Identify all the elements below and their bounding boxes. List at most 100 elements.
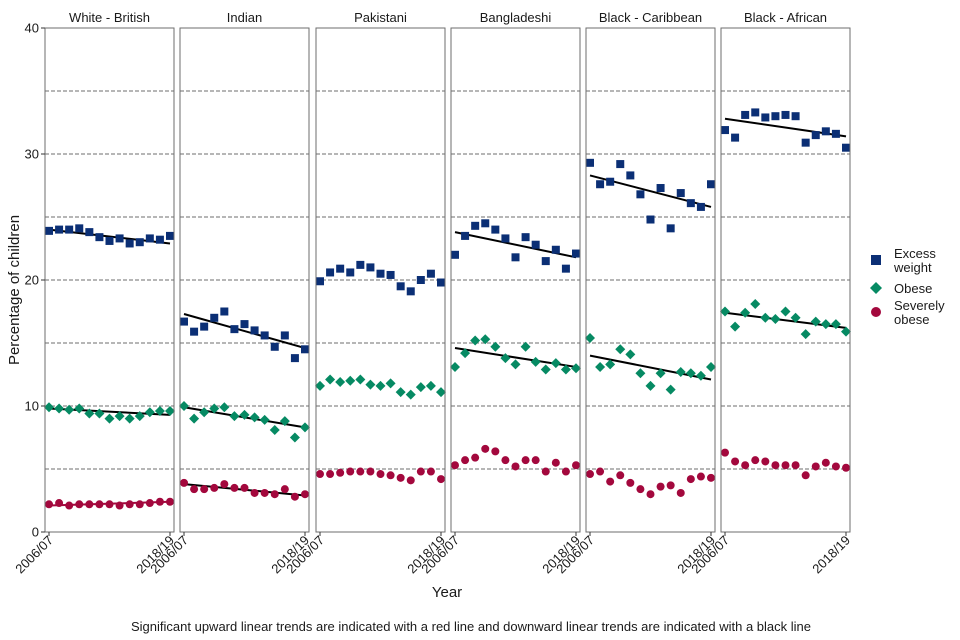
excess-weight-point xyxy=(501,234,510,243)
excess-weight-point xyxy=(741,110,750,119)
excess-weight-point xyxy=(115,234,124,243)
panel-border xyxy=(179,27,310,533)
excess-weight-point xyxy=(721,126,729,135)
excess-weight-point xyxy=(606,177,615,186)
y-tick-label: 40 xyxy=(25,21,39,36)
x-axis-title: Year xyxy=(432,584,462,601)
obese-point xyxy=(720,306,730,317)
excess-trend-line xyxy=(183,313,306,350)
y-tick-label: 30 xyxy=(25,147,39,162)
obese-point xyxy=(199,407,210,418)
severely-obese-point xyxy=(616,471,625,480)
obese-point xyxy=(144,407,155,418)
obese-point xyxy=(730,321,741,332)
excess-weight-point xyxy=(346,268,355,277)
severely-obese-point xyxy=(521,456,530,465)
excess-weight-point xyxy=(551,245,560,254)
severely-obese-point xyxy=(696,472,705,481)
severely-obese-point xyxy=(842,463,850,472)
obese-point xyxy=(259,414,270,425)
legend-label: obese xyxy=(894,312,929,327)
excess-weight-point xyxy=(561,264,570,273)
obese-point xyxy=(114,411,125,422)
excess-weight-point xyxy=(200,322,209,331)
excess-weight-point xyxy=(511,253,520,262)
severely-obese-point xyxy=(731,457,740,466)
obese-point xyxy=(830,319,841,330)
severely-obese-point xyxy=(437,475,445,484)
severely-obese-point xyxy=(376,470,385,479)
severely-obese-point xyxy=(145,499,154,508)
severely-obese-point xyxy=(471,453,480,462)
excess-weight-point xyxy=(572,249,580,258)
severely-obese-point xyxy=(586,470,594,479)
obese-point xyxy=(841,326,851,337)
excess-weight-point xyxy=(301,345,309,354)
obese-point xyxy=(706,361,716,372)
excess-weight-point xyxy=(586,158,594,167)
excess-weight-point xyxy=(471,221,480,230)
severely-obese-point xyxy=(791,461,800,470)
obese-point xyxy=(436,387,446,398)
obese-point xyxy=(84,408,95,419)
severely-obese-point xyxy=(115,501,124,510)
severely-obese-point xyxy=(561,467,570,476)
severely-obese-point xyxy=(356,467,365,476)
obese-point xyxy=(470,335,481,346)
excess-weight-point xyxy=(761,113,770,122)
severely-obese-point xyxy=(761,457,770,466)
severely-obese-point xyxy=(811,462,820,471)
severely-obese-point xyxy=(125,500,134,509)
x-tick-label: 2018/19 xyxy=(809,533,853,577)
severely-obese-point xyxy=(250,488,259,497)
obese-point xyxy=(770,314,781,325)
severely-obese-point xyxy=(451,461,459,470)
obese-point xyxy=(655,368,666,379)
excess-weight-point xyxy=(386,270,395,279)
obese-point xyxy=(415,382,426,393)
severely-obese-point xyxy=(531,456,540,465)
obese-point xyxy=(124,413,135,424)
severely-obese-point xyxy=(686,475,695,484)
legend-label: Excess xyxy=(894,246,936,261)
excess-weight-point xyxy=(751,108,760,117)
panel-border xyxy=(720,27,851,533)
excess-weight-point xyxy=(791,112,800,121)
obese-point xyxy=(335,377,346,388)
obese-point xyxy=(790,312,801,323)
excess-weight-point xyxy=(626,171,635,180)
excess-weight-point xyxy=(481,219,490,228)
severely-obese-point xyxy=(831,462,840,471)
obese-point xyxy=(585,332,595,343)
excess-weight-point xyxy=(316,277,324,286)
severely-obese-point xyxy=(316,470,324,479)
obese-point xyxy=(520,341,531,352)
obese-point xyxy=(450,361,460,372)
facet-label: White - British xyxy=(69,10,150,25)
excess-weight-point xyxy=(155,235,164,244)
severely-obese-point xyxy=(801,471,810,480)
severely-obese-point xyxy=(416,467,425,476)
excess-weight-point xyxy=(771,112,780,121)
obese-point xyxy=(540,364,551,375)
y-axis-title: Percentage of children xyxy=(6,215,23,365)
excess-weight-point xyxy=(801,138,810,147)
severely-obese-point xyxy=(75,500,84,509)
obese-point xyxy=(375,380,386,391)
excess-weight-point xyxy=(696,202,705,211)
y-tick-label: 0 xyxy=(32,525,39,540)
excess-weight-point xyxy=(95,233,104,242)
obese-point xyxy=(425,380,436,391)
severely-obese-point xyxy=(721,448,729,457)
panel-border xyxy=(315,27,446,533)
severely-obese-point xyxy=(190,485,199,494)
obese-point xyxy=(74,403,85,414)
obese-point xyxy=(365,379,376,390)
severely-obese-point xyxy=(45,500,53,509)
obese-point xyxy=(460,348,471,359)
excess-weight-point xyxy=(781,110,790,119)
excess-weight-point xyxy=(75,224,84,233)
excess-weight-point xyxy=(125,239,134,248)
